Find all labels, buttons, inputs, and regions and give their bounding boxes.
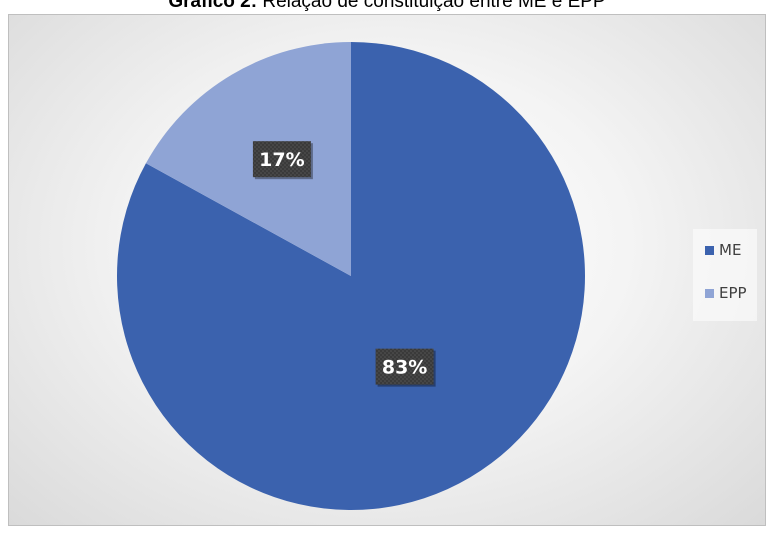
legend-item-me: ME (705, 241, 741, 259)
legend-swatch-epp (705, 288, 714, 298)
chart-title-text: Relação de constituição entre ME e EPP (257, 0, 606, 12)
legend-swatch-me (705, 245, 714, 255)
legend-item-epp: EPP (705, 284, 747, 302)
chart-title-number: Gráfico 2: (168, 0, 258, 12)
chart-title: Gráfico 2: Relação de constituição entre… (0, 0, 774, 13)
pie-slice-me (117, 42, 586, 511)
legend-label-epp: EPP (719, 284, 747, 302)
data-label-text-me: 83% (382, 357, 427, 379)
legend-label-me: ME (719, 241, 742, 259)
pie-slice-epp (145, 42, 351, 276)
data-label-text-epp: 17% (259, 149, 304, 171)
data-label-epp: 17% (252, 141, 313, 180)
legend: ME EPP (693, 229, 757, 321)
data-label-me: 83% (375, 348, 436, 387)
